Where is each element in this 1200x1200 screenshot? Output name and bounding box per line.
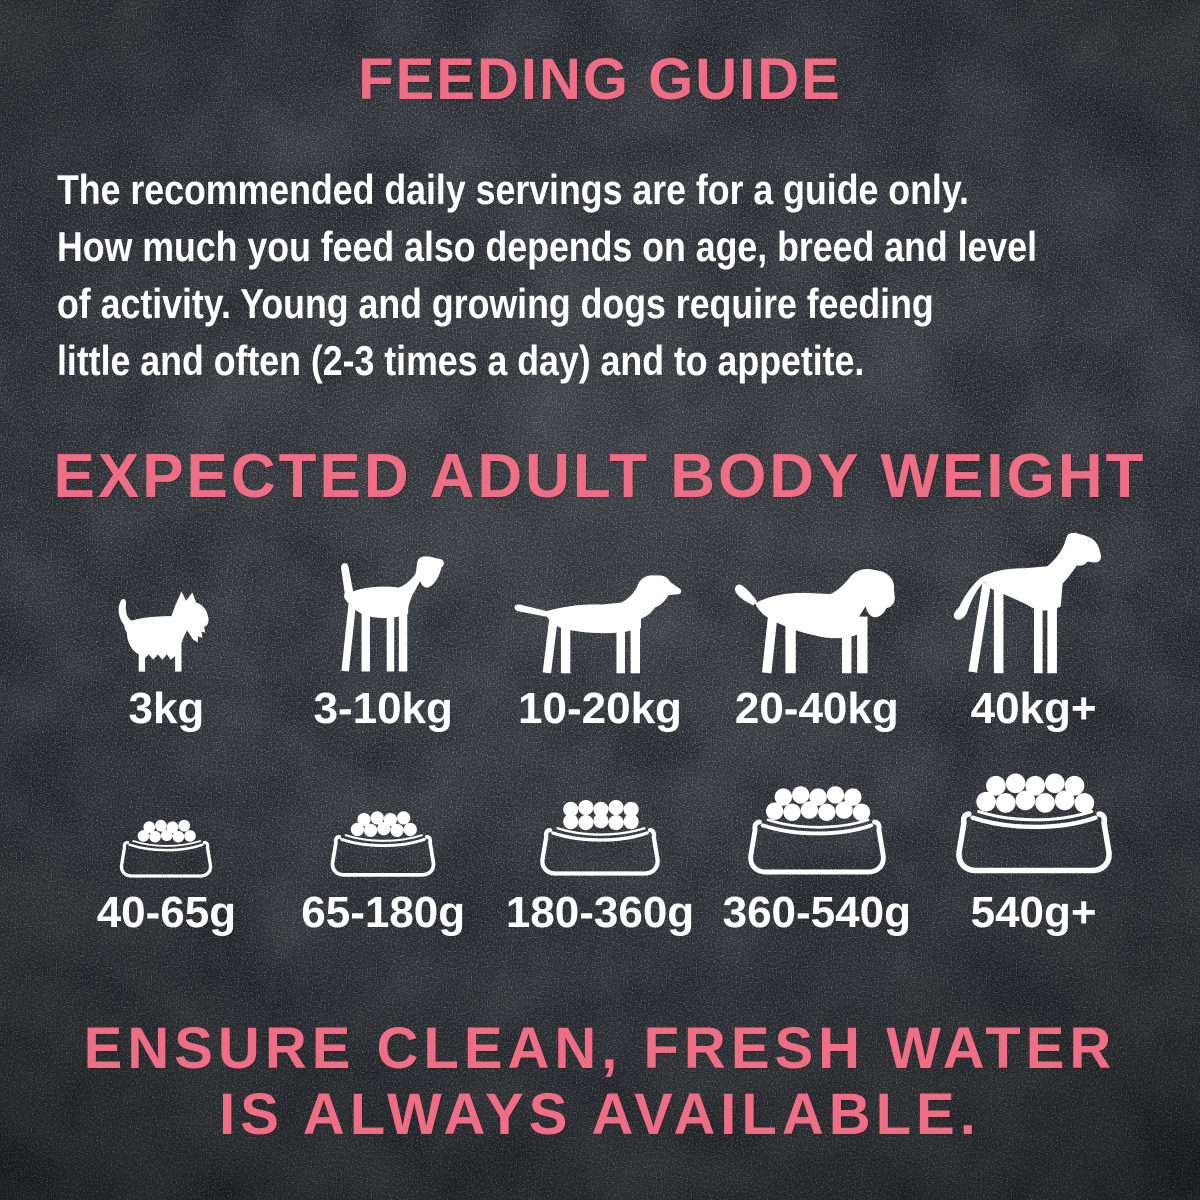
serving-column <box>925 770 1142 884</box>
weight-column <box>58 526 275 678</box>
weight-column <box>275 526 492 678</box>
water-notice: ENSURE CLEAN, FRESH WATER IS ALWAYS AVAI… <box>0 1016 1200 1148</box>
serving-column <box>708 770 925 884</box>
serving-label: 360-540g <box>722 888 911 937</box>
water-notice-line: IS ALWAYS AVAILABLE. <box>219 1082 981 1147</box>
dog-silhouette-great-dane-icon <box>953 532 1101 674</box>
serving-column <box>58 770 275 884</box>
food-bowl-icon <box>540 799 660 876</box>
intro-line: little and often (2-3 times a day) and t… <box>57 337 865 384</box>
dog-silhouette-pointer-icon <box>514 575 682 674</box>
weight-label-row: 3kg 3-10kg 10-20kg 20-40kg 40kg+ <box>0 684 1200 734</box>
intro-line: How much you feed also depends on age, b… <box>57 223 1037 270</box>
serving-column <box>492 770 709 884</box>
food-bowl-icon <box>748 786 886 875</box>
dog-silhouette-mastiff-icon <box>734 568 895 674</box>
serving-label: 40-65g <box>96 888 237 937</box>
weight-column <box>492 526 709 678</box>
weight-label: 3-10kg <box>313 684 453 733</box>
water-notice-line: ENSURE CLEAN, FRESH WATER <box>83 1016 1117 1081</box>
serving-label: 65-180g <box>301 888 466 937</box>
weight-column <box>925 526 1142 678</box>
dog-silhouette-airedale-icon <box>341 556 445 672</box>
weight-column <box>708 526 925 678</box>
feeding-guide-title: FEEDING GUIDE <box>358 47 842 112</box>
intro-line: The recommended daily servings are for a… <box>57 166 969 213</box>
intro-line: of activity. Young and growing dogs requ… <box>57 280 934 327</box>
food-bowl-row <box>0 770 1200 884</box>
serving-column <box>275 770 492 884</box>
weight-label: 3kg <box>128 684 205 733</box>
expected-weight-heading: EXPECTED ADULT BODY WEIGHT <box>53 442 1147 511</box>
feeding-intro-text: The recommended daily servings are for a… <box>57 161 1145 389</box>
dog-silhouette-small-terrier-icon <box>118 591 209 672</box>
weight-label: 10-20kg <box>518 684 682 733</box>
weight-label: 20-40kg <box>734 684 899 733</box>
food-bowl-icon <box>330 811 436 877</box>
serving-label-row: 40-65g 65-180g 180-360g 360-540g 540g+ <box>0 888 1200 938</box>
serving-label: 540g+ <box>970 888 1097 937</box>
food-bowl-icon <box>955 773 1112 874</box>
weight-label: 40kg+ <box>970 684 1097 733</box>
serving-label: 180-360g <box>505 888 695 937</box>
dog-silhouette-row <box>0 526 1200 678</box>
food-bowl-icon <box>120 819 213 878</box>
